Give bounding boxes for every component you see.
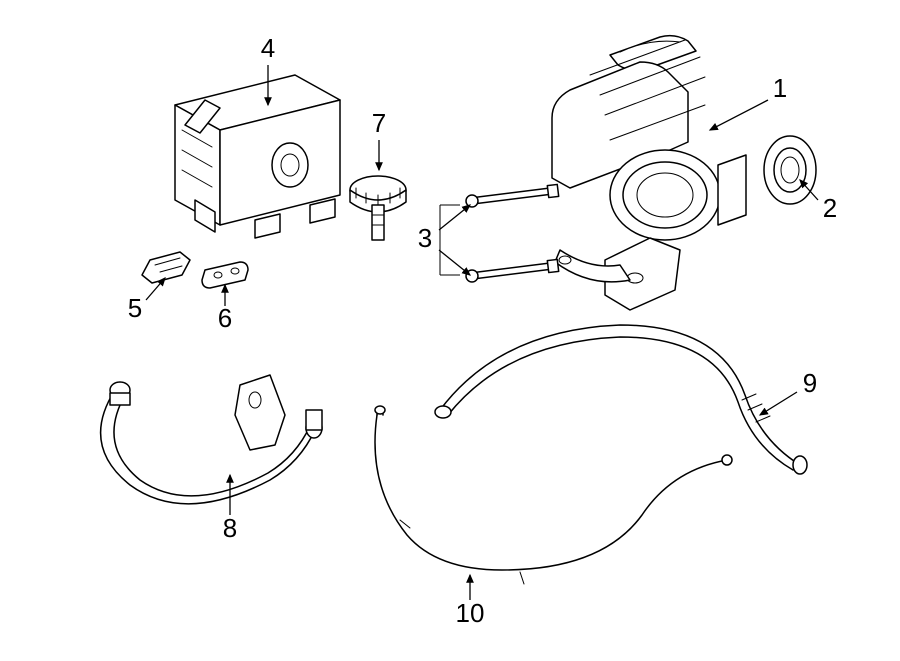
callout-1-number: 1 xyxy=(773,73,787,103)
callout-5-number: 5 xyxy=(128,293,142,323)
mounting-bolts xyxy=(440,184,559,282)
reservoir-cap xyxy=(350,176,406,240)
retainer-clip-a xyxy=(142,252,190,283)
callout-2-number: 2 xyxy=(823,193,837,223)
pressure-hose-a xyxy=(101,375,322,504)
reservoir xyxy=(175,75,340,238)
retainer-clip-b xyxy=(202,262,248,288)
return-hose xyxy=(435,325,807,474)
callout-4-number: 4 xyxy=(261,33,275,63)
callout-3-number: 3 xyxy=(418,223,432,253)
callout-9-number: 9 xyxy=(803,368,817,398)
seal-ring xyxy=(764,136,816,204)
callout-6-number: 6 xyxy=(218,303,232,333)
callout-7-number: 7 xyxy=(372,108,386,138)
callout-8-number: 8 xyxy=(223,513,237,543)
pump-assembly xyxy=(552,36,746,310)
callout-10-number: 10 xyxy=(456,598,485,628)
cooler-line xyxy=(375,406,732,584)
